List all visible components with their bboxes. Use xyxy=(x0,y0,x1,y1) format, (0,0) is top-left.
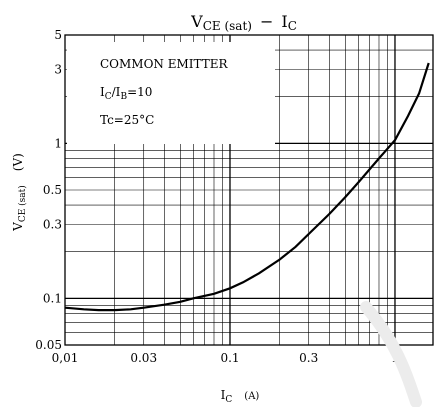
ylabel-main: V xyxy=(11,222,25,232)
series-line xyxy=(64,62,430,312)
y-tick-label: 0.1 xyxy=(43,291,62,305)
xlabel-sub: C xyxy=(225,395,232,405)
chart-title-dash: − xyxy=(260,12,273,31)
y-tick-label: 0.3 xyxy=(43,217,62,231)
ann-sub-c: C xyxy=(105,92,112,102)
chart-title: VCE (sat) − IC xyxy=(190,12,297,33)
y-tick-label: 0.05 xyxy=(35,338,62,352)
ann-slash-i: /I xyxy=(112,85,121,99)
chart-title-main-sub: CE (sat) xyxy=(203,19,252,33)
chart-title-rhs-sub: C xyxy=(288,19,297,33)
watermark-stroke xyxy=(360,301,422,407)
x-tick-label: 0,01 xyxy=(52,351,79,365)
annotation-ic-ib-ratio: IC/IB=10 xyxy=(100,85,152,102)
x-tick-label: 0.3 xyxy=(299,351,318,365)
ann-sub-b: B xyxy=(120,92,127,102)
x-tick-label: 0.1 xyxy=(220,351,239,365)
y-tick-label: 0.5 xyxy=(43,183,62,197)
annotation-temperature: Tc=25°C xyxy=(100,113,154,127)
x-axis-label: IC (A) xyxy=(221,388,260,405)
ann-i1: I xyxy=(100,85,105,99)
x-tick-label: 0.03 xyxy=(130,351,157,365)
annotation-common-emitter: COMMON EMITTER xyxy=(100,57,229,71)
plot-frame xyxy=(64,34,434,346)
chart-title-main: V xyxy=(190,12,203,31)
ylabel-unit: (V) xyxy=(11,153,25,171)
annotation-box xyxy=(67,42,275,144)
y-axis-label: VCE (sat) (V) xyxy=(11,153,28,232)
y-tick-label: 5 xyxy=(54,28,62,42)
chart-title-rhs: I xyxy=(281,12,287,31)
xlabel-unit: (A) xyxy=(244,391,259,402)
xlabel-main: I xyxy=(221,388,226,402)
y-tick-label: 1 xyxy=(54,136,62,150)
y-tick-label: 3 xyxy=(54,62,62,76)
ylabel-sub: CE (sat) xyxy=(17,185,28,222)
ann-eq: =10 xyxy=(127,85,152,99)
